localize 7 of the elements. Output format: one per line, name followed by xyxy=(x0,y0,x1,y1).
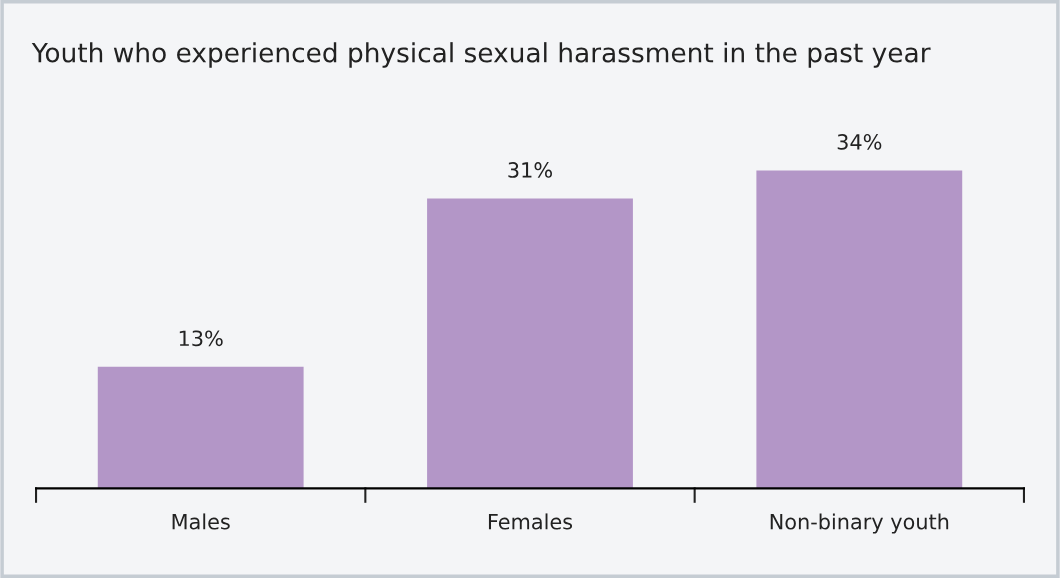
data-label: 13% xyxy=(179,330,223,347)
data-label: 34% xyxy=(837,134,882,150)
chart-title: Youth who experienced physical sexual harassment in the past year xyxy=(31,42,931,68)
x-tick-label: Males xyxy=(172,513,230,530)
x-tick-label: Females xyxy=(488,513,573,530)
data-label: 31% xyxy=(508,162,552,178)
x-tick-label: Non-binary youth xyxy=(770,513,949,534)
